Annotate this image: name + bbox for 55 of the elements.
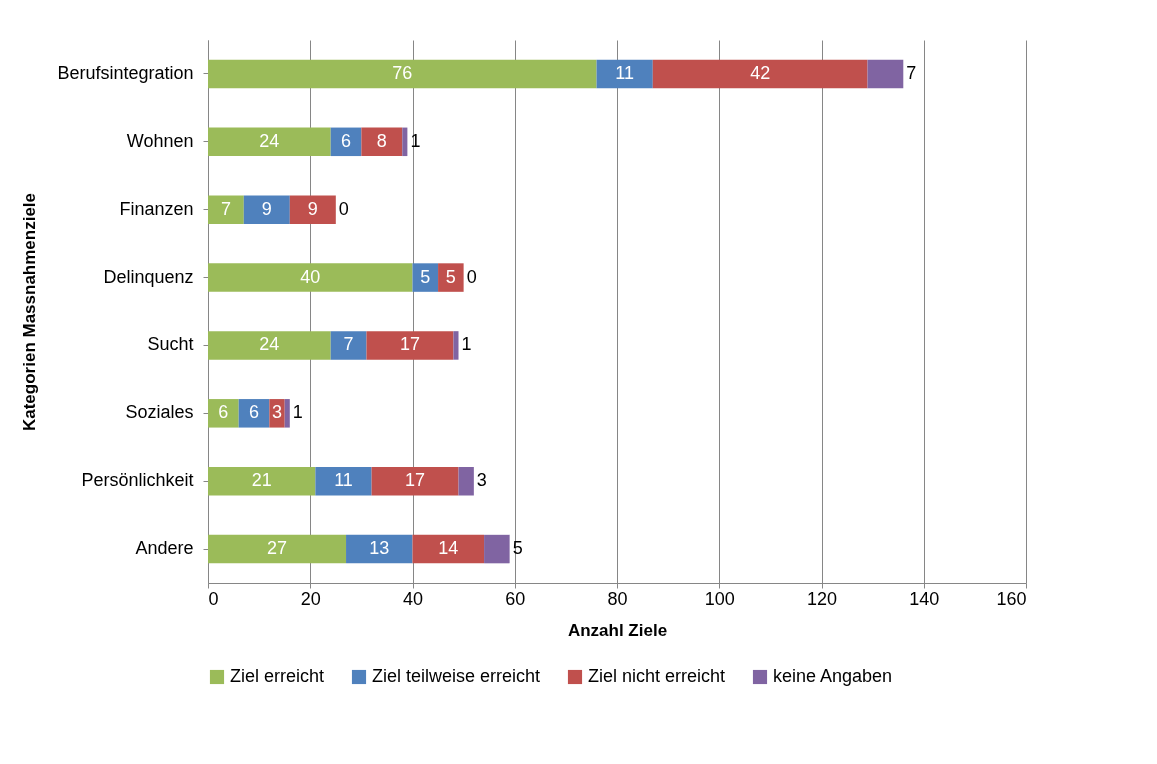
data-label: 3 [476,470,487,491]
data-label: 5 [512,538,523,559]
data-label: 3 [272,402,283,423]
y-tick-label: Soziales [125,402,194,423]
x-tick-label: 40 [402,588,424,609]
x-tick-label: 160 [996,588,1027,609]
data-label: 11 [615,62,635,83]
x-tick-label: 0 [208,588,219,609]
data-label: 6 [249,402,260,423]
x-axis-title: Anzahl Ziele [567,620,668,640]
legend-label: Ziel teilweise erreicht [372,666,541,686]
data-label: 14 [438,538,459,559]
data-label: 9 [307,198,318,219]
data-label: 6 [341,130,352,151]
y-tick-label: Wohnen [126,130,194,151]
data-label: 76 [392,62,413,83]
data-label: 27 [267,538,288,559]
data-label: 5 [445,266,456,287]
data-label: 5 [420,266,431,287]
y-tick-label: Finanzen [119,198,194,219]
data-label: 1 [292,402,303,423]
y-tick-label: Delinquenz [103,266,194,287]
data-label: 11 [334,470,353,491]
data-label: 8 [376,130,387,151]
data-label: 40 [300,266,321,287]
y-axis-title: Kategorien Massnahmenziele [20,192,40,432]
legend-label: Ziel nicht erreicht [588,666,726,686]
data-label: 7 [220,198,231,219]
data-label: 0 [338,198,349,219]
y-tick-label: Berufsintegration [57,62,194,83]
data-label: 42 [750,62,771,83]
legend-label: Ziel erreicht [230,666,325,686]
data-label: 1 [461,334,472,355]
x-tick-label: 20 [300,588,321,609]
x-tick-label: 120 [806,588,838,609]
x-tick-label: 100 [704,588,735,609]
data-label: 1 [410,130,421,151]
x-tick-label: 140 [909,588,940,609]
data-label: 0 [466,266,477,287]
x-tick-label: 60 [505,588,526,609]
data-label: 7 [343,334,354,355]
data-label: 7 [906,62,917,83]
y-tick-label: Sucht [147,334,194,355]
data-label: 24 [259,334,280,355]
data-label: 21 [251,470,272,491]
y-tick-label: Persönlichkeit [81,470,194,491]
data-label: 9 [261,198,272,219]
data-label: 6 [218,402,229,423]
data-label: 13 [369,538,390,559]
x-tick-label: 80 [607,588,628,609]
data-label: 24 [259,130,280,151]
data-label: 17 [405,470,426,491]
y-tick-label: Andere [135,538,194,559]
data-label: 17 [399,334,420,355]
legend-label: keine Angaben [773,666,893,686]
